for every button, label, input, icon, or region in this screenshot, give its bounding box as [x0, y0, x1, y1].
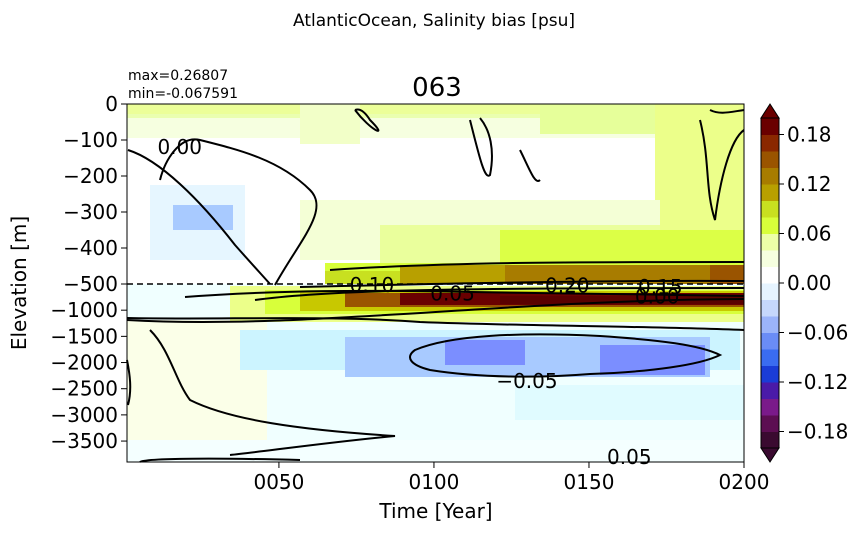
contour-label: 0.05	[607, 445, 652, 469]
contour-label: 0.20	[545, 273, 590, 297]
colorbar-segment	[761, 299, 779, 317]
contour-label: −0.05	[496, 369, 557, 393]
contour-label: 0.00	[635, 285, 680, 309]
colorbar-segment	[761, 266, 779, 284]
colorbar-extend-max	[760, 103, 780, 119]
y-tick-label: −1500	[50, 324, 118, 348]
colorbar-segment	[761, 151, 779, 168]
colorbar: 0.18 0.12 0.06 0.00 −0.06 −0.12 −0.18	[760, 103, 848, 463]
colorbar-segment	[761, 217, 779, 234]
colorbar-segment	[761, 431, 779, 449]
y-tick-label: −2000	[50, 351, 118, 375]
contour-label: 0.00	[157, 135, 202, 159]
colorbar-segment	[761, 349, 779, 366]
x-tick-label: 0100	[408, 470, 459, 494]
y-tick-label: −200	[63, 164, 118, 188]
colorbar-segment	[761, 118, 779, 135]
contour-label: 0.10	[350, 273, 395, 297]
plot-area	[126, 104, 745, 463]
x-tick-label: 0150	[564, 470, 615, 494]
colorbar-segment	[761, 250, 779, 267]
y-tick-label: −300	[63, 200, 118, 224]
colorbar-segment	[761, 382, 779, 399]
x-axis-label: Time [Year]	[378, 499, 492, 523]
colorbar-segment	[761, 332, 779, 350]
y-tick-label: 0	[105, 92, 118, 116]
y-tick-label: −400	[63, 236, 118, 260]
colorbar-segment	[761, 316, 779, 333]
colorbar-segment	[761, 365, 779, 383]
colorbar-tick-label: −0.06	[787, 321, 848, 345]
contour-label: 0.15	[638, 275, 683, 299]
colorbar-tick-label: 0.12	[787, 172, 832, 196]
colorbar-tick-label: 0.00	[787, 271, 832, 295]
x-tick-label: 0200	[719, 470, 770, 494]
contour-label: 0.05	[430, 281, 475, 305]
y-tick-label: −1000	[50, 298, 118, 322]
contour-labels: 0.00 0.10 0.20 0.15 0.05 0.00 −0.05 0.05	[157, 135, 682, 469]
y-tick-label: −3500	[50, 429, 118, 453]
colorbar-segment	[761, 233, 779, 251]
colorbar-segment	[761, 415, 779, 432]
y-tick-label: −100	[63, 128, 118, 152]
y-tick-label: −3000	[50, 403, 118, 427]
y-axis: 0 −100 −200 −300 −400 −500−1000−1500 −2000−250…	[50, 92, 127, 453]
colorbar-segment	[761, 167, 779, 185]
x-axis: 0050 0100 0150 0200	[253, 462, 769, 494]
x-tick-label: 0050	[253, 470, 304, 494]
y-tick-label: −2500	[50, 377, 118, 401]
colorbar-tick-label: 0.06	[787, 222, 832, 246]
colorbar-extend-min	[760, 447, 780, 463]
suptitle: AtlanticOcean, Salinity bias [psu]	[293, 11, 575, 31]
colorbar-segment	[761, 200, 779, 218]
colorbar-segment	[761, 283, 779, 300]
colorbar-tick-label: −0.18	[787, 420, 848, 444]
stat-max: max=0.26807	[128, 68, 228, 84]
colorbar-segment	[761, 134, 779, 152]
y-tick-label: −500	[63, 272, 118, 296]
y-axis-label: Elevation [m]	[7, 216, 31, 350]
colorbar-tick-label: 0.18	[787, 123, 832, 147]
colorbar-tick-label: −0.12	[787, 370, 848, 394]
chart-title: 063	[412, 73, 462, 103]
stat-min: min=-0.067591	[128, 86, 238, 102]
colorbar-segment	[761, 398, 779, 416]
colorbar-segment	[761, 184, 779, 201]
